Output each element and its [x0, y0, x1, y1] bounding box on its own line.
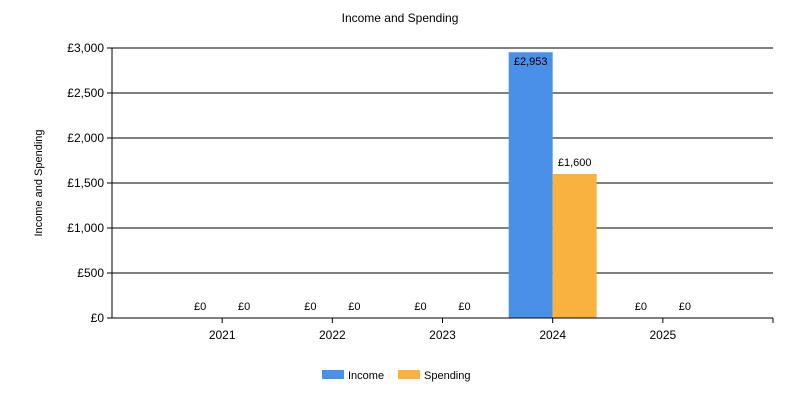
y-tick-label: £2,500: [67, 86, 104, 100]
data-label: £0: [458, 301, 470, 313]
data-label: £0: [679, 301, 691, 313]
x-tick-label: 2024: [539, 328, 566, 342]
x-tick-label: 2023: [429, 328, 456, 342]
y-axis-ticks: £0 £500 £1,000 £1,500 £2,000 £2,500 £3,000: [67, 41, 112, 325]
y-tick-label: £1,500: [67, 176, 104, 190]
x-axis-ticks: 2021 2022 2023 2024 2025: [209, 318, 677, 342]
y-tick-label: £1,000: [67, 221, 104, 235]
y-axis-label: Income and Spending: [33, 129, 45, 236]
data-label: £0: [414, 301, 426, 313]
bar-spending-2024: [552, 174, 597, 318]
data-label: £2,953: [514, 56, 548, 68]
gridlines: [112, 47, 773, 274]
x-tick-label: 2025: [649, 328, 676, 342]
y-tick-label: £0: [91, 311, 105, 325]
bars: [508, 52, 597, 318]
axes: [107, 48, 774, 323]
legend-label-spending: Spending: [424, 370, 471, 382]
bar-income-2024: [508, 52, 553, 318]
data-labels: £0 £0 £0 £0 £0 £0 £2,953 £1,600 £0 £0: [194, 56, 691, 313]
x-tick-label: 2021: [209, 328, 236, 342]
x-tick-label: 2022: [319, 328, 346, 342]
y-tick-label: £3,000: [67, 41, 104, 55]
y-tick-label: £500: [77, 266, 104, 280]
legend: Income Spending: [322, 370, 471, 382]
data-label: £0: [348, 301, 360, 313]
data-label: £0: [238, 301, 250, 313]
data-label: £1,600: [558, 157, 592, 169]
data-label: £0: [304, 301, 316, 313]
legend-swatch-income: [322, 370, 344, 379]
data-label: £0: [194, 301, 206, 313]
legend-swatch-spending: [398, 370, 420, 379]
y-tick-label: £2,000: [67, 131, 104, 145]
data-label: £0: [635, 301, 647, 313]
chart-title: Income and Spending: [342, 11, 459, 25]
legend-label-income: Income: [348, 370, 384, 382]
